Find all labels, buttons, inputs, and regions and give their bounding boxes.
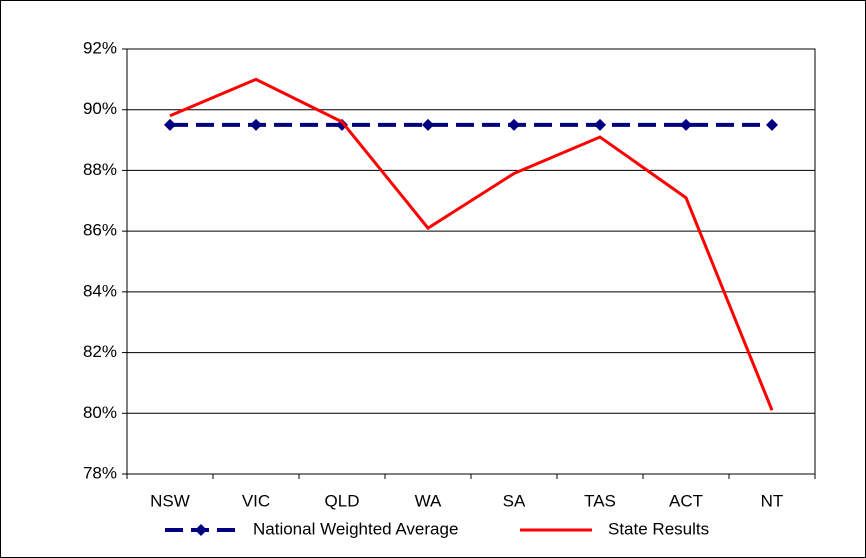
data-point [508,118,520,131]
data-point [164,118,176,131]
y-tick-label: 78% [83,463,117,482]
x-tick-label: QLD [325,491,360,510]
x-tick-label: NSW [150,491,190,510]
data-point [422,118,434,131]
data-point [594,118,606,131]
series-line [169,77,774,411]
y-tick-label: 86% [83,221,117,240]
legend-label: State Results [608,519,709,538]
x-tick-label: TAS [584,491,616,510]
y-tick-label: 80% [83,403,117,422]
x-tick-label: VIC [242,491,270,510]
legend-marker [195,524,207,536]
y-tick-label: 88% [83,160,117,179]
legend-label: National Weighted Average [253,519,458,538]
x-tick-label: NT [761,491,784,510]
data-point [250,118,262,131]
x-tick-label: SA [503,491,526,510]
y-tick-label: 82% [83,342,117,361]
y-tick-label: 90% [83,99,117,118]
x-tick-label: ACT [669,491,703,510]
data-point [766,118,778,131]
y-tick-label: 92% [83,38,117,57]
data-point [680,118,692,131]
y-tick-label: 84% [83,281,117,300]
x-tick-label: WA [415,491,442,510]
